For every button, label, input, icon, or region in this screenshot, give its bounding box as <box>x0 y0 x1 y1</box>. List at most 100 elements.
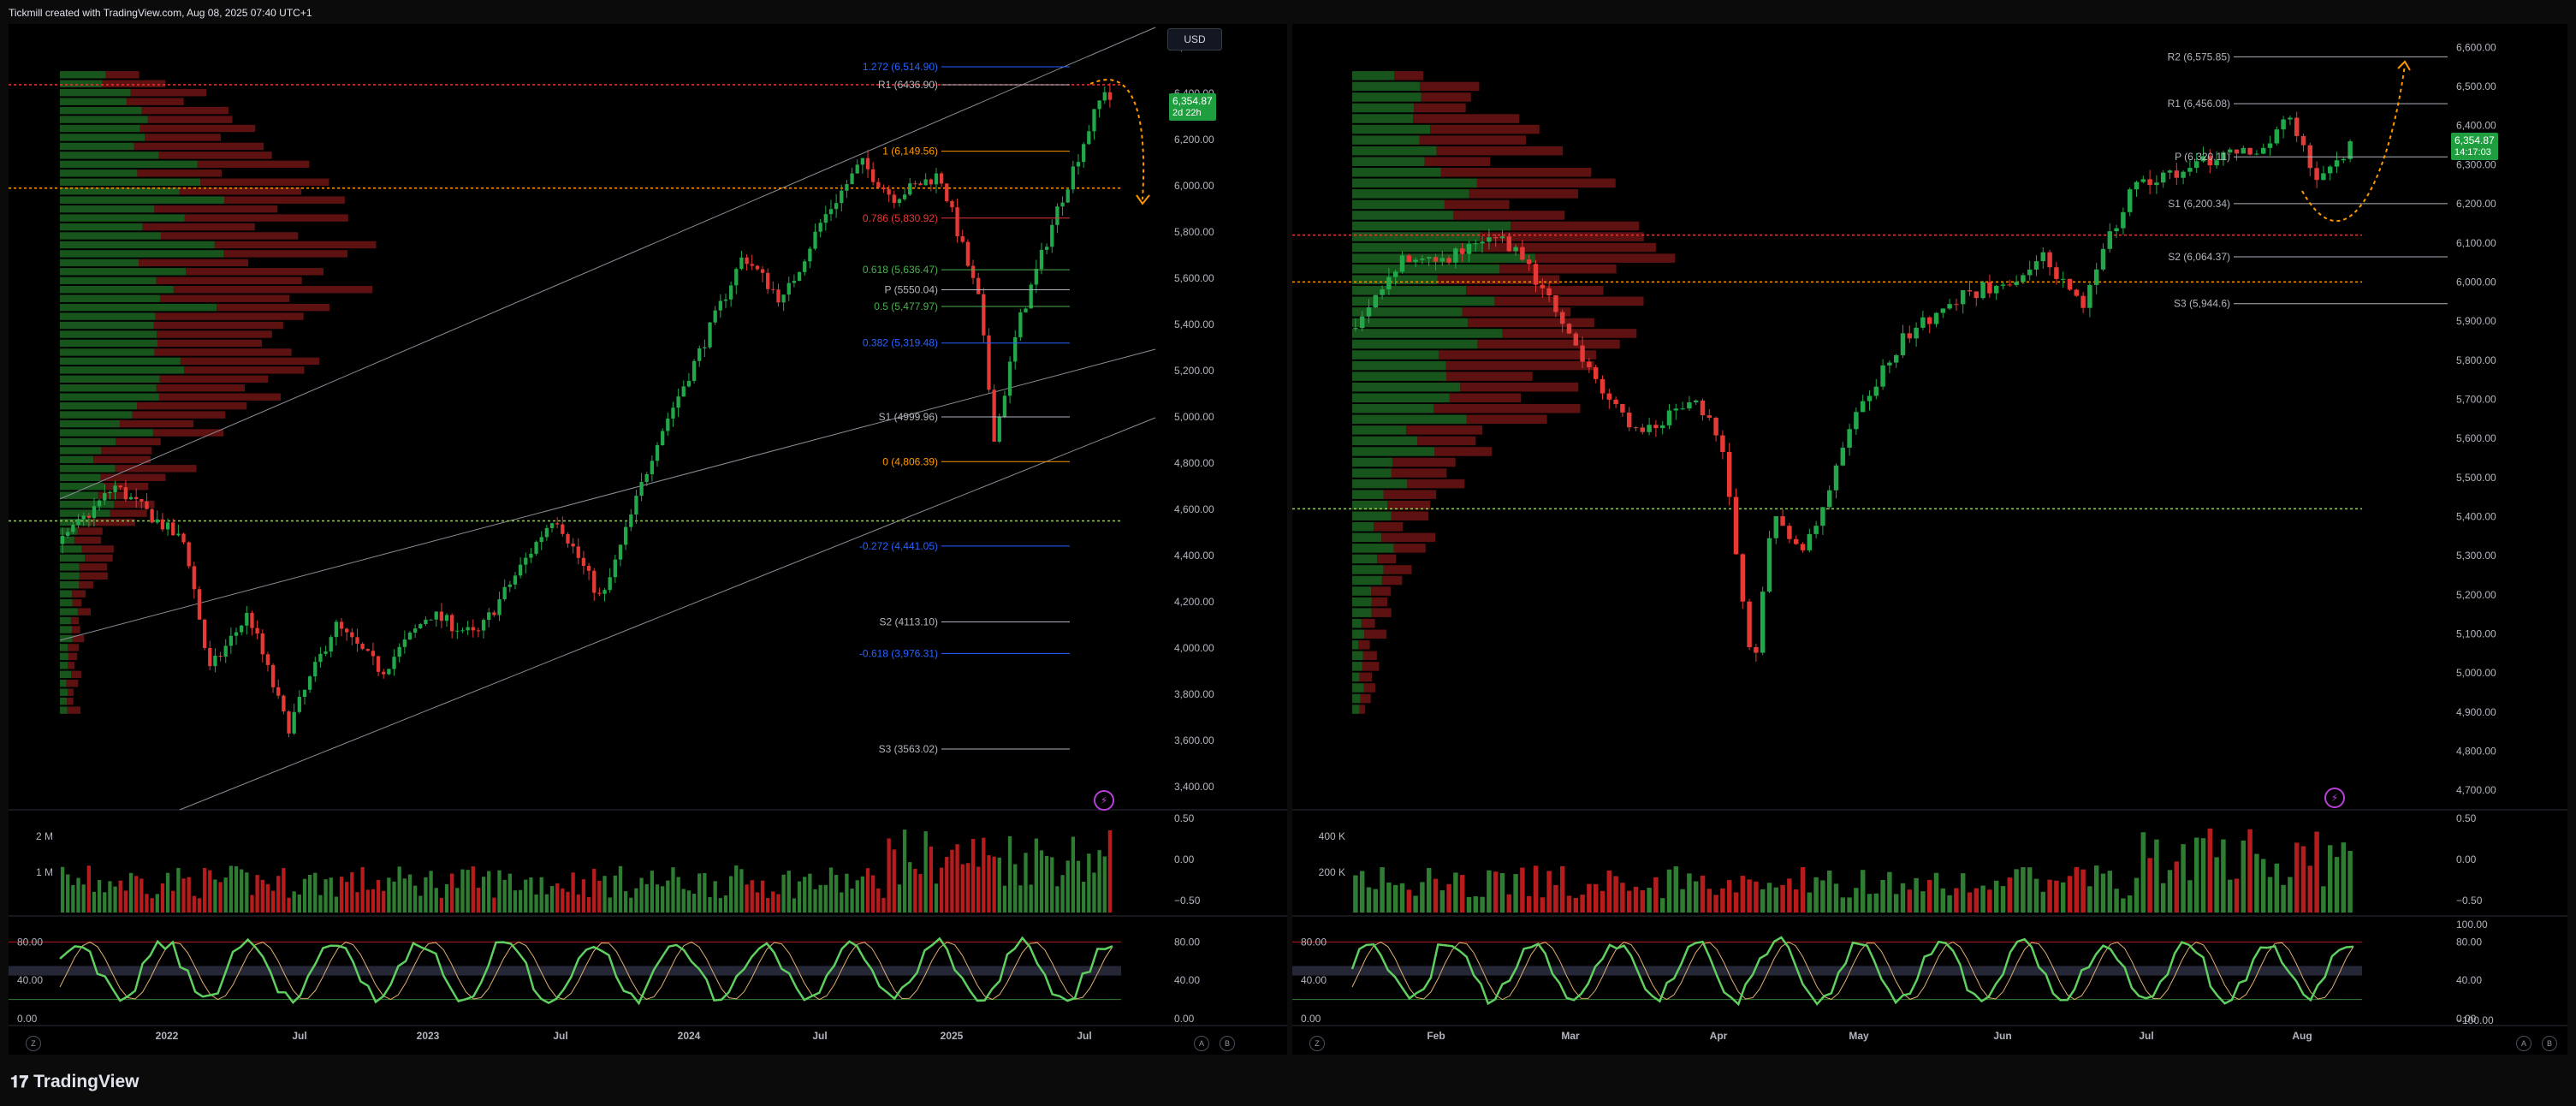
auto-scale-icon[interactable]: A <box>2516 1036 2531 1051</box>
volume-bar <box>529 877 533 913</box>
volume-bar <box>2074 866 2080 913</box>
volume-profile-bar <box>1482 242 1656 253</box>
volume-bar <box>86 865 91 913</box>
candle-body <box>476 630 481 632</box>
volume-profile-bar <box>60 706 68 714</box>
candle-body <box>1439 258 1445 262</box>
timezone-icon[interactable]: Z <box>26 1036 41 1051</box>
volume-profile-bar <box>72 634 85 643</box>
volume-profile-bar <box>1393 544 1426 553</box>
volume-bar <box>444 884 449 913</box>
volume-bar <box>1647 888 1652 913</box>
stoch-k-line <box>59 936 1113 1006</box>
volume-profile-bar <box>1352 114 1414 123</box>
right-chart-pane[interactable]: 6,600.00 6,500.00 6,400.00 6,300.00 6,200.00… <box>1292 24 2567 1055</box>
volume-bar <box>960 864 965 913</box>
volume-bar <box>892 849 896 913</box>
volume-profile-bar <box>1352 92 1422 102</box>
volume-profile-bar <box>1352 221 1511 231</box>
level-label: 0 (4,806.39) <box>882 455 938 467</box>
candle-body <box>1526 259 1532 265</box>
candle-body <box>734 269 739 286</box>
candle-body <box>1420 258 1425 260</box>
candle-body <box>745 257 749 265</box>
volume-bar <box>876 888 881 913</box>
volume-bar <box>1720 888 1725 913</box>
volume-bar <box>2281 884 2286 913</box>
volume-bar <box>1107 830 1113 913</box>
volume-bar <box>1520 867 1525 913</box>
candle-body <box>1587 361 1592 368</box>
candle-body <box>128 497 134 500</box>
volume-profile-bar <box>60 536 74 544</box>
price-axis-label: 3,800.00 <box>1174 688 1214 700</box>
left-chart-pane[interactable]: 6,600.006,400.006,200.006,000.005,800.00… <box>9 24 1287 1055</box>
auto-scale-icon[interactable]: A <box>1194 1036 1209 1051</box>
candle-body <box>945 183 949 202</box>
volume-bar <box>471 866 475 913</box>
candle-body <box>2314 168 2319 181</box>
tradingview-logo[interactable]: 𝟏𝟕 TradingView <box>10 1072 139 1092</box>
volume-bar <box>987 855 991 913</box>
volume-bar <box>1493 871 1499 913</box>
currency-button[interactable]: USD <box>1167 28 1222 51</box>
candle-body <box>176 533 181 536</box>
price-axis-label: 5,300.00 <box>2456 550 2496 562</box>
volume-bar <box>1833 883 1839 913</box>
left-chart-canvas[interactable]: 6,600.006,400.006,200.006,000.005,800.00… <box>9 24 1287 1055</box>
volume-profile-bar <box>68 688 74 696</box>
candle-body <box>2207 156 2213 166</box>
stoch-axis-label: 80.00 <box>1301 936 1327 948</box>
volume-bar <box>507 873 512 913</box>
candle-body <box>1546 288 1552 296</box>
volume-bar <box>1940 888 1946 913</box>
candle-body <box>650 461 655 474</box>
candle-body <box>455 630 460 632</box>
volume-profile-bar <box>60 98 127 105</box>
time-axis-label: Jul <box>812 1030 827 1042</box>
volume-profile-bar <box>1352 360 1446 371</box>
candle-body <box>1907 333 1913 339</box>
candle-body <box>292 711 296 734</box>
volume-profile-bar <box>1476 178 1616 188</box>
timezone-icon[interactable]: Z <box>1309 1036 1325 1051</box>
volume-profile-bar <box>1499 264 1617 274</box>
stoch-signal-line <box>59 941 1113 1001</box>
backtest-icon[interactable]: B <box>2542 1036 2557 1051</box>
volume-profile-bar <box>60 116 148 123</box>
volume-profile-bar <box>101 447 152 455</box>
volume-bar <box>1013 864 1018 913</box>
volume-profile-bar <box>60 330 157 338</box>
volume-profile-bar <box>156 276 302 284</box>
volume-bar <box>2234 878 2240 913</box>
oscillator-axis-label: −0.50 <box>2456 895 2483 907</box>
footer-bar: 𝟏𝟕 TradingView <box>0 1061 2576 1106</box>
candle-body <box>2047 252 2052 268</box>
alert-bolt-icon[interactable]: ⚡ <box>1094 790 1114 811</box>
volume-bar <box>1386 882 1392 913</box>
volume-profile-bar <box>68 662 75 669</box>
volume-bar <box>1466 896 1472 913</box>
level-label: S1 (6,200.34) <box>2168 198 2230 210</box>
volume-bar <box>302 878 307 913</box>
candle-body <box>1513 247 1518 252</box>
candle-body <box>1626 412 1632 428</box>
backtest-icon[interactable]: B <box>1220 1036 1235 1051</box>
alert-bolt-icon[interactable]: ⚡ <box>2324 788 2345 808</box>
volume-bar <box>1559 865 1565 913</box>
candle-body <box>1780 516 1785 526</box>
volume-profile-bar <box>60 598 73 607</box>
volume-bar <box>2107 871 2113 913</box>
volume-profile-bar <box>1352 425 1407 435</box>
volume-profile-bar <box>1359 705 1365 714</box>
volume-profile-bar <box>157 330 272 338</box>
volume-bar <box>2221 839 2226 913</box>
price-axis-label: 6,400.00 <box>2456 120 2496 132</box>
candle-body <box>1940 308 1946 313</box>
candle-body <box>1787 526 1792 539</box>
volume-profile-bar <box>60 88 131 97</box>
candle-body <box>1097 100 1101 110</box>
right-chart-canvas[interactable]: 6,600.00 6,500.00 6,400.00 6,300.00 6,200.00… <box>1292 24 2567 1055</box>
volume-bar <box>865 868 870 913</box>
volume-bar <box>1060 875 1065 913</box>
